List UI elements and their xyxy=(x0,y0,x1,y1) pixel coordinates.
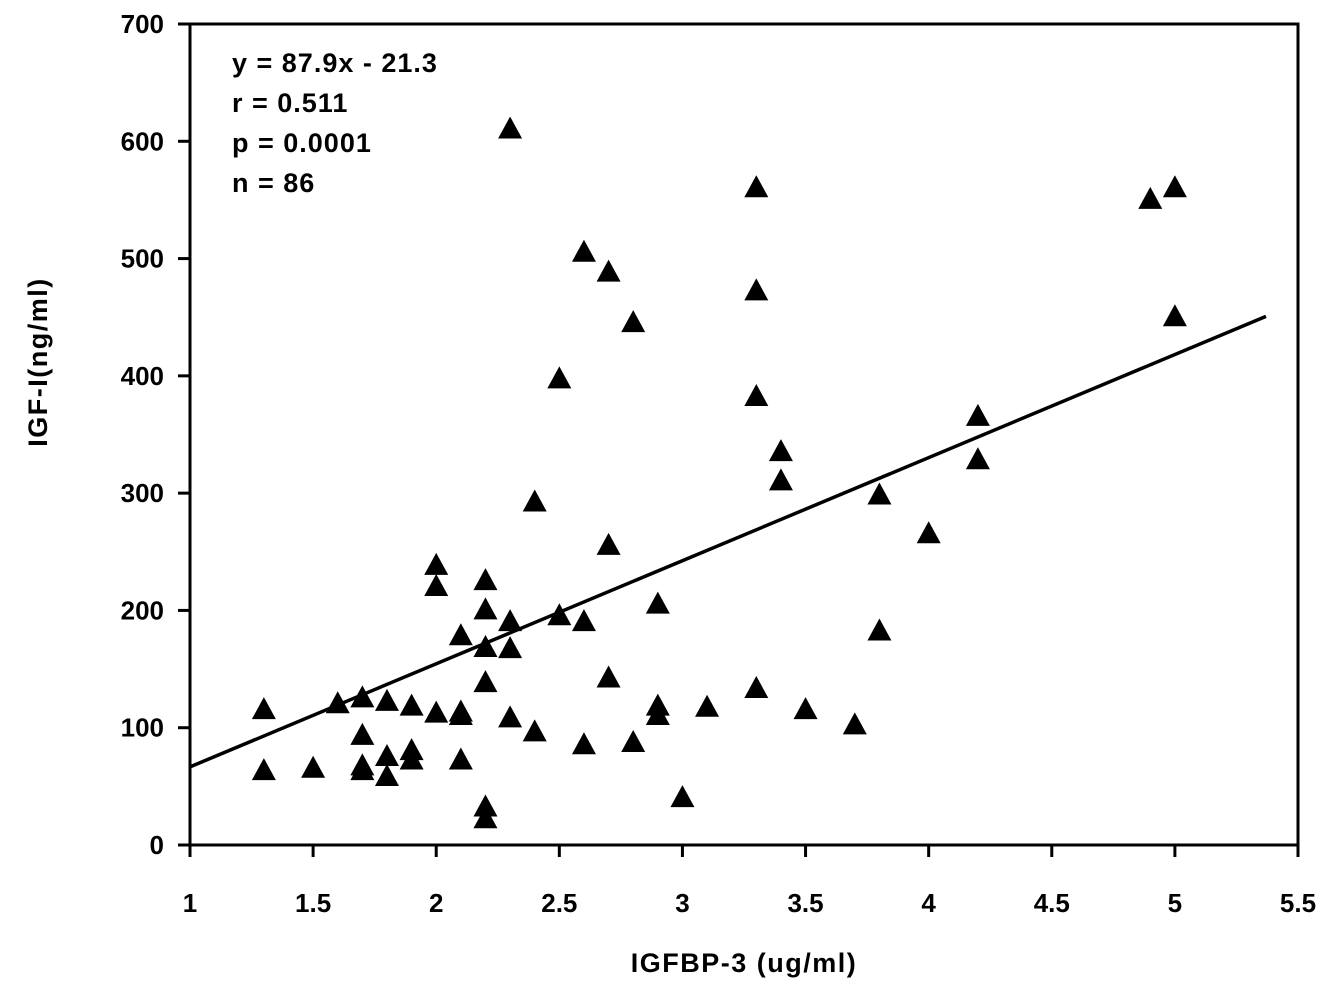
data-point xyxy=(768,468,793,491)
x-tick-label: 2.5 xyxy=(541,888,577,918)
data-point xyxy=(547,366,572,389)
data-point xyxy=(448,702,473,725)
y-tick-label: 200 xyxy=(121,595,164,625)
data-point xyxy=(867,482,892,505)
x-tick-label: 5 xyxy=(1168,888,1182,918)
stats-annotation: y = 87.9x - 21.3 r = 0.511 p = 0.0001 n = 8… xyxy=(232,48,438,198)
data-point xyxy=(621,310,646,333)
y-tick-label: 100 xyxy=(121,713,164,743)
x-tick-label: 3.5 xyxy=(787,888,823,918)
data-point xyxy=(424,552,449,575)
y-tick-label: 700 xyxy=(121,9,164,39)
x-tick-label: 4 xyxy=(921,888,936,918)
data-point xyxy=(1162,304,1187,327)
data-point xyxy=(473,597,498,620)
data-point xyxy=(374,763,399,786)
y-tick-label: 0 xyxy=(150,830,164,860)
data-point xyxy=(744,175,769,198)
data-point xyxy=(744,676,769,699)
data-point xyxy=(547,603,572,626)
data-point xyxy=(965,447,990,470)
data-point xyxy=(867,618,892,641)
data-point xyxy=(473,794,498,817)
data-point xyxy=(424,700,449,723)
data-point xyxy=(374,688,399,711)
y-tick-label: 400 xyxy=(121,361,164,391)
data-point xyxy=(350,722,375,745)
data-point xyxy=(473,634,498,657)
y-tick-label: 600 xyxy=(121,126,164,156)
data-point xyxy=(448,623,473,646)
data-point xyxy=(1138,186,1163,209)
data-point xyxy=(473,806,498,829)
x-tick-label: 5.5 xyxy=(1280,888,1316,918)
data-point xyxy=(916,521,941,544)
data-point xyxy=(596,532,621,555)
data-point xyxy=(645,591,670,614)
data-point xyxy=(571,239,596,262)
data-point xyxy=(596,259,621,282)
data-point xyxy=(251,758,276,781)
data-point xyxy=(399,747,424,770)
data-point xyxy=(596,665,621,688)
data-point xyxy=(965,403,990,426)
data-point xyxy=(522,489,547,512)
x-tick-label: 1.5 xyxy=(295,888,331,918)
x-tick-label: 1 xyxy=(183,888,197,918)
data-point xyxy=(670,785,695,808)
annotation-line: p = 0.0001 xyxy=(232,128,372,158)
data-point xyxy=(473,568,498,591)
data-point xyxy=(744,278,769,301)
data-point xyxy=(498,705,523,728)
data-point xyxy=(522,719,547,742)
data-point xyxy=(793,697,818,720)
x-tick-label: 4.5 xyxy=(1034,888,1070,918)
data-point xyxy=(424,573,449,596)
data-point xyxy=(301,755,326,778)
x-tick-label: 3 xyxy=(675,888,689,918)
data-point xyxy=(645,702,670,725)
x-axis-ticks: 1 1.5 2 2.5 3 3.5 4 4.5 5 5.5 xyxy=(183,845,1316,918)
data-points xyxy=(251,116,1187,829)
plot-frame xyxy=(188,22,1300,847)
data-point xyxy=(842,712,867,735)
data-point xyxy=(498,609,523,632)
annotation-line: r = 0.511 xyxy=(232,88,348,118)
annotation-line: y = 87.9x - 21.3 xyxy=(232,48,438,78)
data-point xyxy=(350,758,375,781)
y-axis-label: IGF-I(ng/ml) xyxy=(23,277,53,446)
data-point xyxy=(744,383,769,406)
data-point xyxy=(498,116,523,139)
regression-line xyxy=(189,314,1267,769)
x-axis-label: IGFBP-3 (ug/ml) xyxy=(631,948,858,978)
data-point xyxy=(768,439,793,462)
data-point xyxy=(399,693,424,716)
data-point xyxy=(571,732,596,755)
data-point xyxy=(350,685,375,708)
data-point xyxy=(621,729,646,752)
y-tick-label: 500 xyxy=(121,244,164,274)
data-point xyxy=(448,747,473,770)
data-point xyxy=(571,609,596,632)
data-point xyxy=(695,694,720,717)
y-tick-label: 300 xyxy=(121,478,164,508)
y-axis-ticks: 0 100 200 300 400 500 600 700 xyxy=(121,9,190,860)
data-point xyxy=(1162,175,1187,198)
data-point xyxy=(251,697,276,720)
data-point xyxy=(498,636,523,659)
data-point xyxy=(473,670,498,693)
data-point xyxy=(325,691,350,714)
data-point xyxy=(374,744,399,767)
annotation-line: n = 86 xyxy=(232,168,315,198)
x-tick-label: 2 xyxy=(429,888,443,918)
